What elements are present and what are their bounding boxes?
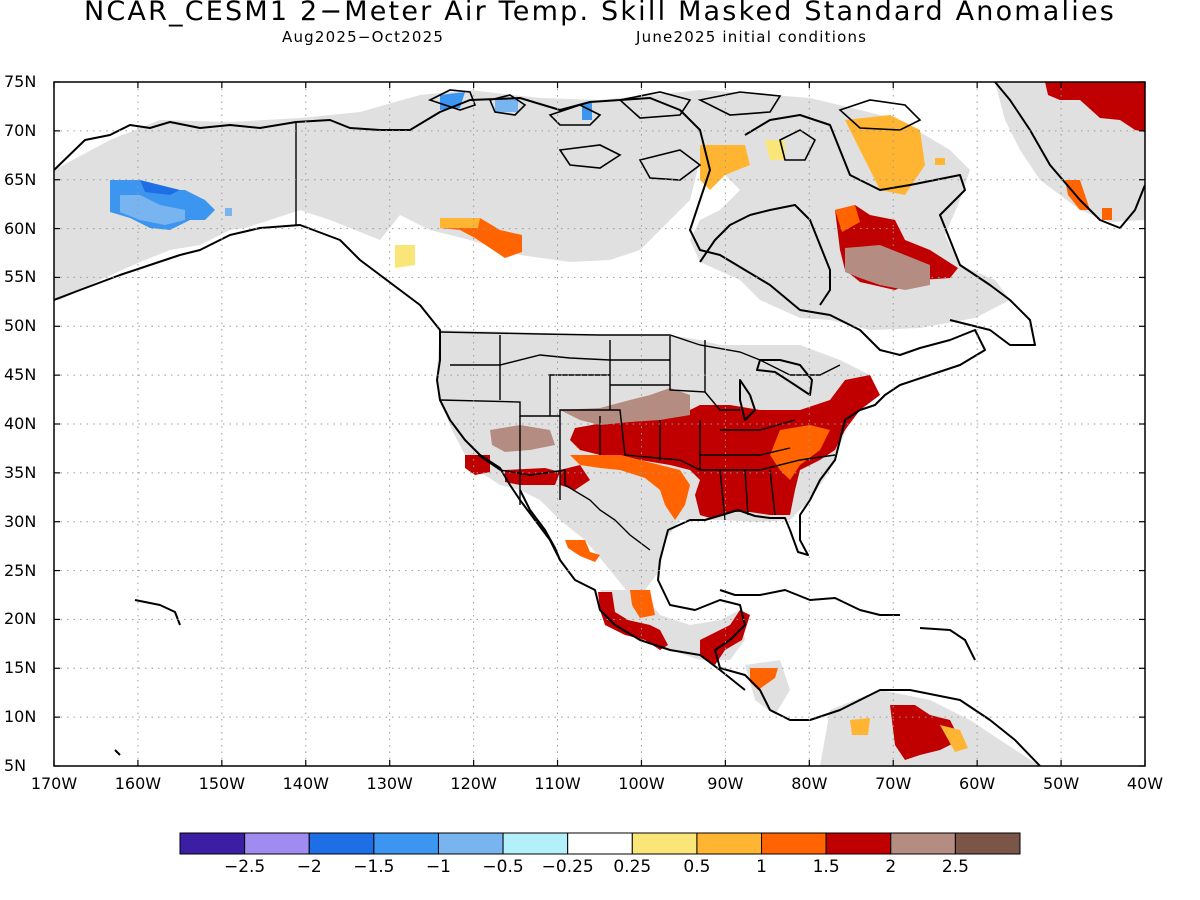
lon-label: 40W xyxy=(1126,774,1164,793)
colorbar-swatch xyxy=(244,832,310,855)
colorbar-tick-label: 2.5 xyxy=(941,857,969,877)
lat-label: 45N xyxy=(4,365,37,385)
lat-label: 25N xyxy=(4,560,37,580)
lat-label: 30N xyxy=(4,511,37,531)
lat-label: 10N xyxy=(4,707,37,727)
lon-label: 60W xyxy=(959,774,996,793)
colorbar-tick-label: −1 xyxy=(425,857,451,877)
lon-label: 170W xyxy=(30,774,78,793)
coastlines xyxy=(54,82,1145,766)
colorbar-swatch xyxy=(502,832,569,855)
lat-label: 5N xyxy=(4,756,27,775)
colorbar xyxy=(179,832,1021,855)
colorbar-tick-label: −2 xyxy=(296,857,322,877)
colorbar-swatch xyxy=(373,832,439,855)
lon-label: 130W xyxy=(366,774,413,793)
colorbar-swatch xyxy=(954,832,1021,855)
colorbar-swatch xyxy=(696,832,763,855)
lat-label: 50N xyxy=(4,316,37,336)
lon-label: 90W xyxy=(707,774,744,793)
lon-label: 150W xyxy=(198,774,246,793)
colorbar-tick-label: 0.25 xyxy=(613,857,652,877)
lat-label: 15N xyxy=(4,658,37,678)
colorbar-tick-label: 1 xyxy=(756,857,767,877)
lon-label: 140W xyxy=(282,774,329,793)
negative-anomaly-cells xyxy=(110,92,592,230)
lon-label: 160W xyxy=(114,774,162,793)
mask-conus xyxy=(437,330,870,595)
lat-label: 35N xyxy=(4,462,37,482)
colorbar-swatch xyxy=(825,832,892,855)
lat-label: 70N xyxy=(4,120,37,140)
lat-label: 20N xyxy=(4,609,37,629)
axis-ticks xyxy=(53,81,1146,767)
arctic-islands xyxy=(427,89,922,181)
map-title: NCAR_CESM1 2−Meter Air Temp. Skill Maske… xyxy=(83,0,1117,27)
colorbar-swatch xyxy=(631,832,698,855)
initial-conditions: June2025 initial conditions xyxy=(636,28,868,46)
colorbar-tick-label: 1.5 xyxy=(812,857,840,877)
lon-label: 120W xyxy=(450,774,497,793)
lon-label: 50W xyxy=(1042,774,1080,793)
colorbar-swatch xyxy=(890,832,956,855)
colorbar-swatch xyxy=(437,832,504,855)
lon-label: 70W xyxy=(875,774,912,793)
lon-label: 110W xyxy=(534,774,581,793)
lat-label: 75N xyxy=(4,72,37,91)
colorbar-tick-label: 2 xyxy=(885,857,897,877)
colorbar-swatch xyxy=(308,832,375,855)
forecast-period: Aug2025−Oct2025 xyxy=(282,28,445,46)
colorbar-tick-label: 0.5 xyxy=(683,857,711,877)
lat-label: 65N xyxy=(4,169,37,189)
colorbar-tick-label: −2.5 xyxy=(223,857,266,877)
colorbar-tick-label: −1.5 xyxy=(353,857,395,877)
political-borders xyxy=(295,122,841,551)
colorbar-swatch xyxy=(179,832,246,855)
lon-label: 80W xyxy=(791,774,828,793)
lat-label: 40N xyxy=(4,414,37,433)
colorbar-swatch xyxy=(761,832,827,855)
lon-label: 100W xyxy=(618,774,665,793)
lat-label: 60N xyxy=(4,218,37,238)
colorbar-swatch xyxy=(567,832,633,855)
colorbar-tick-label: −0.25 xyxy=(541,857,594,877)
lat-label: 55N xyxy=(4,267,37,287)
colorbar-tick-label: −0.5 xyxy=(482,857,524,877)
